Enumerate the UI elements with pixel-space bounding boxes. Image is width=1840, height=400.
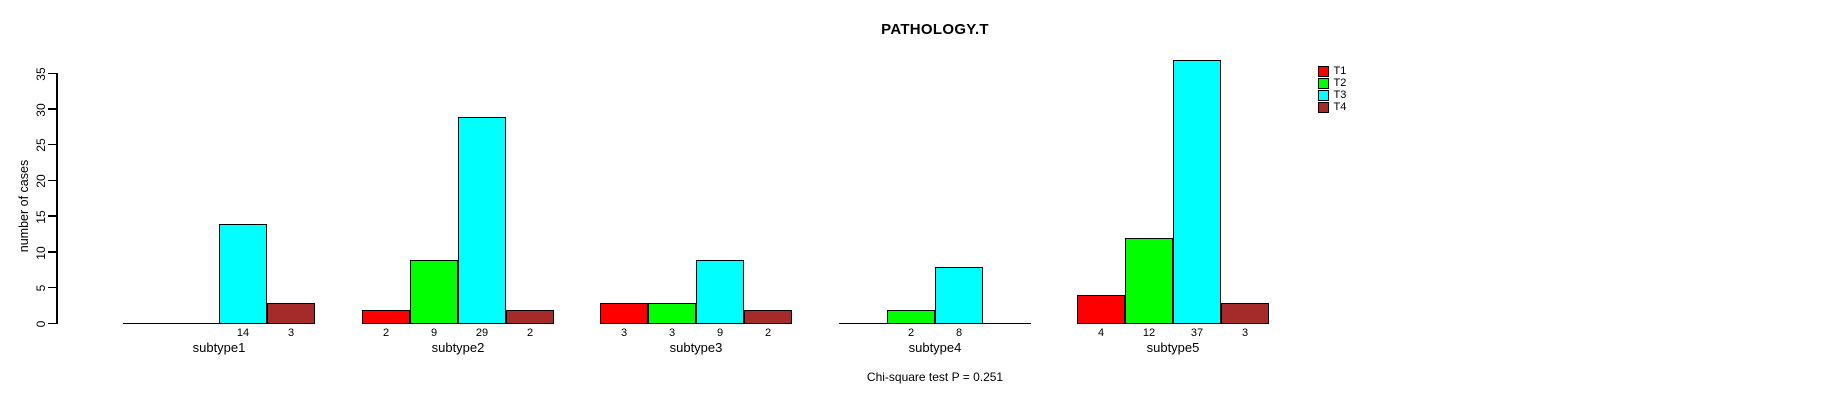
- legend-label: T3: [1333, 88, 1347, 101]
- bar-subtype2-T3: [458, 116, 506, 324]
- bar-subtype5-T1: [1077, 295, 1125, 324]
- y-axis-tick: [48, 72, 56, 74]
- bar-value-label: 12: [1142, 327, 1156, 339]
- bar-value-label: 29: [475, 327, 489, 339]
- bar-value-label: 4: [1097, 327, 1105, 339]
- legend-label: T1: [1333, 64, 1347, 77]
- y-axis-tick-label: 30: [34, 103, 48, 117]
- y-axis-tick: [48, 322, 56, 324]
- y-axis-line: [56, 72, 58, 324]
- y-axis-tick-label: 10: [34, 245, 48, 260]
- category-label-subtype1: subtype1: [192, 340, 246, 355]
- bar-value-label: 2: [907, 327, 915, 339]
- y-axis-tick-label: 5: [34, 284, 48, 292]
- legend-item: T2: [1318, 76, 1347, 89]
- bar-value-label: 3: [287, 327, 295, 339]
- bar-subtype5-T2: [1125, 238, 1173, 324]
- legend-swatch: [1318, 66, 1329, 77]
- bar-value-label: 9: [716, 327, 724, 339]
- y-axis-tick: [48, 108, 56, 110]
- bar-subtype2-T4: [506, 309, 554, 324]
- y-axis-tick-label: 20: [34, 174, 48, 188]
- bar-subtype4-T3: [935, 266, 983, 324]
- bar-subtype5-T4: [1221, 302, 1269, 324]
- y-axis-tick: [48, 143, 56, 146]
- legend-label: T2: [1333, 76, 1347, 89]
- bar-subtype2-T1: [362, 309, 410, 324]
- bar-subtype1-T4: [267, 302, 315, 324]
- bar-subtype3-T4: [744, 309, 792, 324]
- category-label-subtype3: subtype3: [669, 340, 723, 355]
- bar-value-label: 2: [382, 327, 390, 339]
- legend: T1 T2 T3 T4: [1318, 64, 1347, 114]
- legend-swatch: [1318, 90, 1329, 101]
- y-axis-tick: [48, 179, 56, 182]
- bar-subtype4-T2: [887, 309, 935, 324]
- bar-subtype2-T2: [410, 259, 458, 324]
- y-axis-tick-label: 35: [34, 67, 48, 81]
- bar-value-label: 2: [764, 327, 772, 339]
- legend-swatch: [1318, 78, 1329, 89]
- bar-subtype5-T3: [1173, 59, 1221, 324]
- legend-item: T4: [1318, 102, 1346, 113]
- y-axis-tick-label: 25: [34, 138, 48, 153]
- bar-value-label: 3: [620, 327, 628, 339]
- bar-value-label: 14: [236, 327, 250, 339]
- bar-subtype3-T2: [648, 302, 696, 324]
- chi-square-annotation: Chi-square test P = 0.251: [866, 370, 1004, 384]
- legend-label: T4: [1333, 101, 1347, 114]
- bar-subtype3-T1: [600, 302, 648, 324]
- y-axis-label: number of cases: [17, 159, 31, 253]
- bar-value-label: 37: [1190, 327, 1204, 339]
- legend-swatch: [1318, 102, 1329, 113]
- y-axis-tick: [48, 286, 56, 289]
- bar-value-label: 3: [1241, 327, 1249, 339]
- bar-value-label: 2: [526, 327, 534, 339]
- legend-item: T3: [1318, 88, 1347, 101]
- y-axis-tick: [48, 215, 56, 217]
- bar-value-label: 9: [430, 327, 438, 339]
- legend-item: T1: [1318, 64, 1347, 77]
- bar-subtype3-T3: [696, 259, 744, 324]
- bar-subtype1-T3: [219, 224, 267, 324]
- category-label-subtype4: subtype4: [908, 340, 962, 355]
- y-axis-tick-label: 15: [34, 210, 48, 224]
- bar-value-label: 8: [955, 327, 963, 339]
- chart-title: PATHOLOGY.T: [881, 21, 989, 38]
- category-label-subtype5: subtype5: [1146, 340, 1200, 355]
- category-label-subtype2: subtype2: [431, 340, 485, 355]
- bar-value-label: 3: [668, 327, 676, 339]
- y-axis-tick: [48, 251, 56, 253]
- y-axis-tick-label: 0: [34, 320, 48, 328]
